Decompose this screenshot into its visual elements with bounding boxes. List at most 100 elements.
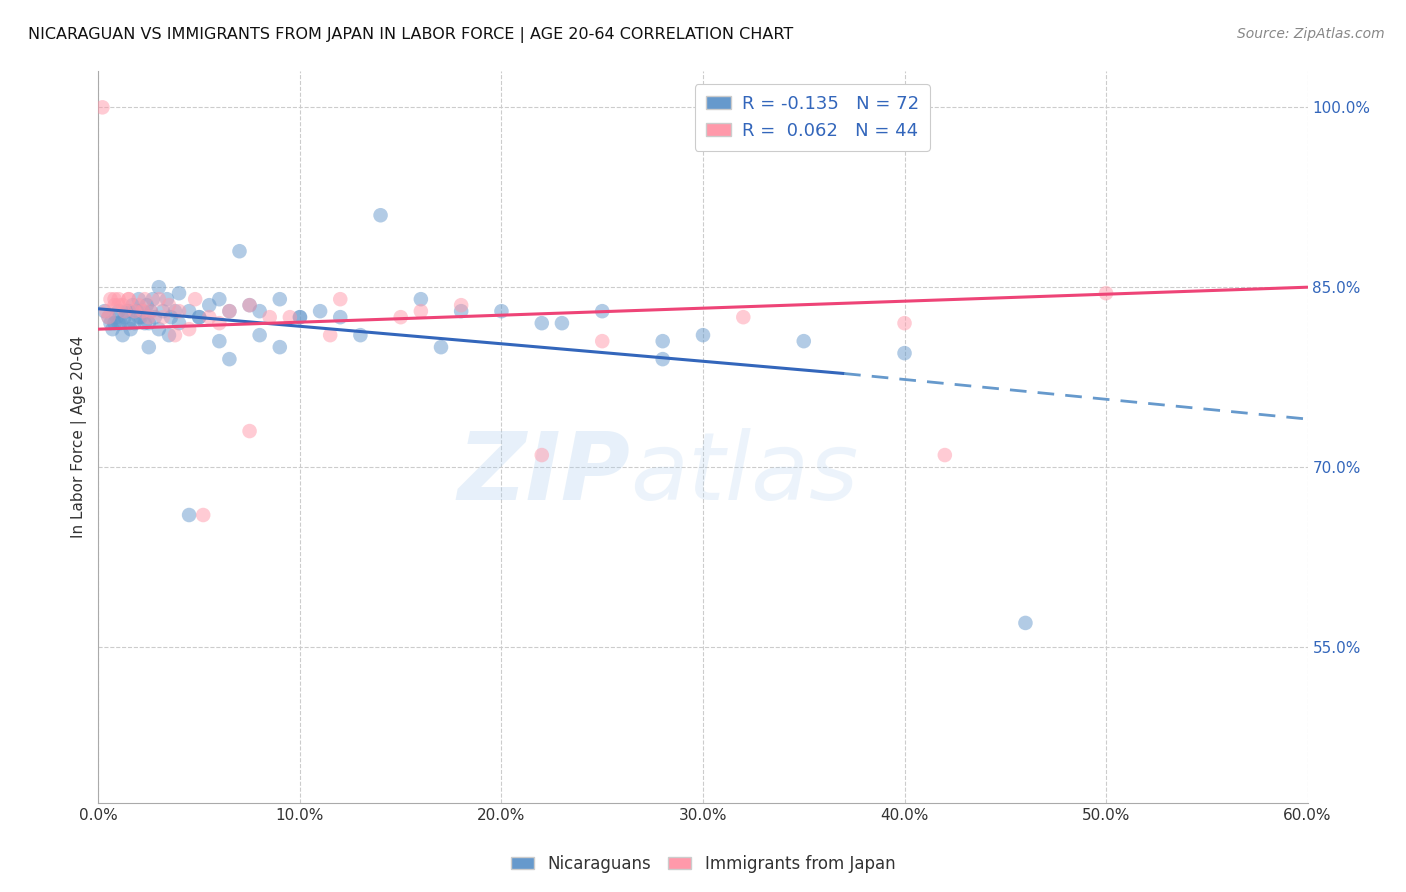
Point xyxy=(893,316,915,330)
Point xyxy=(111,328,134,343)
Point xyxy=(118,292,141,306)
Point xyxy=(134,316,156,330)
Point xyxy=(409,292,432,306)
Point xyxy=(103,298,125,312)
Point xyxy=(193,508,215,522)
Point xyxy=(530,316,553,330)
Point xyxy=(349,328,371,343)
Point xyxy=(249,328,271,343)
Point xyxy=(1014,615,1036,630)
Point xyxy=(114,304,136,318)
Point xyxy=(409,304,432,318)
Point xyxy=(184,292,207,306)
Point xyxy=(208,292,231,306)
Point xyxy=(167,286,190,301)
Point xyxy=(97,310,120,325)
Point xyxy=(179,322,201,336)
Legend: R = -0.135   N = 72, R =  0.062   N = 44: R = -0.135 N = 72, R = 0.062 N = 44 xyxy=(695,84,929,151)
Point xyxy=(100,316,122,330)
Point xyxy=(121,298,143,312)
Point xyxy=(138,316,160,330)
Point xyxy=(138,310,160,325)
Point xyxy=(120,322,142,336)
Point xyxy=(269,292,291,306)
Point xyxy=(142,292,165,306)
Point xyxy=(491,304,513,318)
Point xyxy=(370,208,392,222)
Point xyxy=(163,304,186,318)
Point xyxy=(148,292,170,306)
Point xyxy=(188,310,211,325)
Point xyxy=(329,310,352,325)
Point xyxy=(249,304,271,318)
Point xyxy=(430,340,453,354)
Point xyxy=(551,316,574,330)
Point xyxy=(1095,286,1118,301)
Point xyxy=(228,244,250,259)
Point xyxy=(152,310,174,325)
Point xyxy=(152,304,174,318)
Point xyxy=(239,298,262,312)
Point xyxy=(125,304,148,318)
Text: Source: ZipAtlas.com: Source: ZipAtlas.com xyxy=(1237,27,1385,41)
Point xyxy=(124,304,146,318)
Point xyxy=(157,328,180,343)
Point xyxy=(288,310,311,325)
Point xyxy=(111,298,134,312)
Point xyxy=(101,322,124,336)
Point xyxy=(530,448,553,462)
Point xyxy=(218,352,240,367)
Point xyxy=(148,322,170,336)
Point xyxy=(103,316,125,330)
Point xyxy=(934,448,956,462)
Text: NICARAGUAN VS IMMIGRANTS FROM JAPAN IN LABOR FORCE | AGE 20-64 CORRELATION CHART: NICARAGUAN VS IMMIGRANTS FROM JAPAN IN L… xyxy=(28,27,793,43)
Point xyxy=(160,310,183,325)
Point xyxy=(107,292,129,306)
Point xyxy=(278,310,301,325)
Point xyxy=(129,310,152,325)
Point xyxy=(107,298,129,312)
Point xyxy=(114,310,136,325)
Point xyxy=(893,346,915,360)
Point xyxy=(100,292,122,306)
Point xyxy=(132,304,155,318)
Point xyxy=(218,304,240,318)
Point xyxy=(96,304,118,318)
Point xyxy=(143,310,166,325)
Point xyxy=(110,316,132,330)
Y-axis label: In Labor Force | Age 20-64: In Labor Force | Age 20-64 xyxy=(72,336,87,538)
Point xyxy=(139,304,162,318)
Point xyxy=(132,304,155,318)
Point xyxy=(591,304,613,318)
Point xyxy=(135,298,157,312)
Point xyxy=(107,304,129,318)
Point xyxy=(188,310,211,325)
Point xyxy=(157,298,180,312)
Point xyxy=(239,424,262,438)
Text: ZIP: ZIP xyxy=(457,427,630,520)
Point xyxy=(138,340,160,354)
Point xyxy=(389,310,412,325)
Point xyxy=(288,310,311,325)
Point xyxy=(208,316,231,330)
Point xyxy=(163,328,186,343)
Point xyxy=(91,100,114,114)
Point xyxy=(793,334,815,348)
Point xyxy=(651,334,673,348)
Point xyxy=(591,334,613,348)
Point xyxy=(97,310,120,325)
Point xyxy=(692,328,714,343)
Point xyxy=(167,304,190,318)
Point xyxy=(450,304,472,318)
Point xyxy=(115,304,138,318)
Legend: Nicaraguans, Immigrants from Japan: Nicaraguans, Immigrants from Japan xyxy=(505,848,901,880)
Point xyxy=(450,298,472,312)
Point xyxy=(124,316,146,330)
Point xyxy=(198,310,221,325)
Point xyxy=(128,292,150,306)
Point xyxy=(105,310,128,325)
Point xyxy=(329,292,352,306)
Point xyxy=(167,316,190,330)
Point xyxy=(198,298,221,312)
Point xyxy=(269,340,291,354)
